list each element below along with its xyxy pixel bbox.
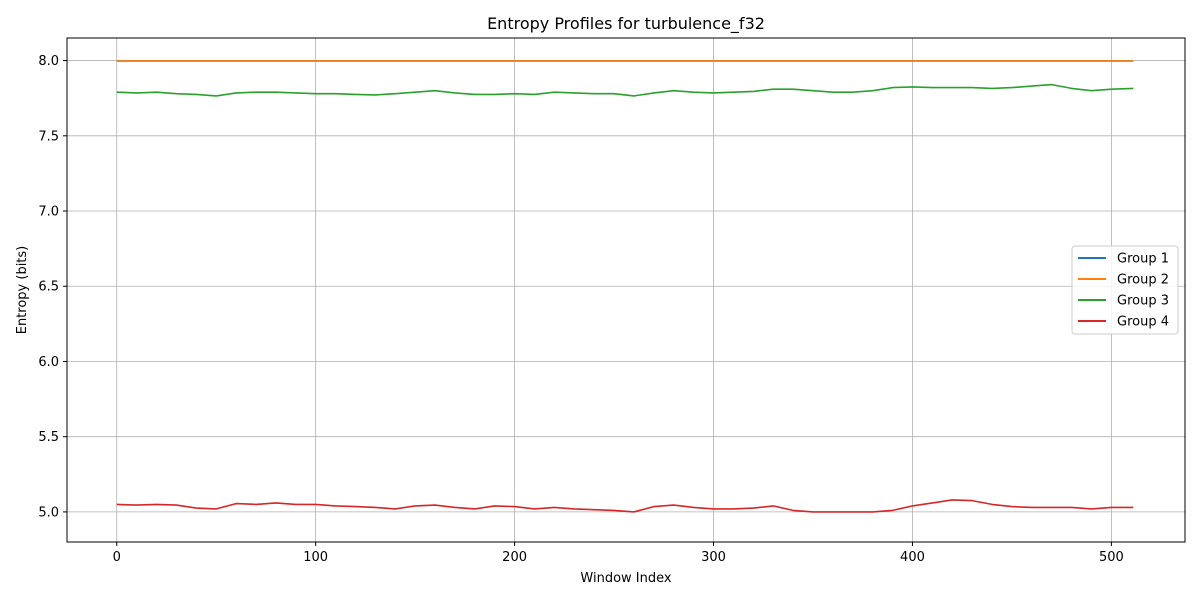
x-tick-label: 400 (900, 550, 925, 565)
x-tick-label: 0 (113, 550, 121, 565)
x-tick-label: 100 (303, 550, 328, 565)
chart-title: Entropy Profiles for turbulence_f32 (487, 14, 765, 34)
plot-frame (66, 37, 1186, 543)
series-line-group-4 (116, 499, 1134, 513)
y-tick-label: 6.5 (38, 280, 59, 295)
x-axis-title: Window Index (580, 571, 671, 586)
y-tick-label: 8.0 (38, 54, 59, 69)
y-tick-label: 6.0 (38, 355, 59, 370)
x-axis-ticks: 0 100 200 300 400 500 (113, 542, 1124, 565)
legend-label-group-3: Group 3 (1117, 294, 1169, 309)
y-tick-label: 5.0 (38, 505, 59, 520)
x-tick-label: 200 (502, 550, 527, 565)
y-tick-label: 5.5 (38, 430, 59, 445)
grid-lines (67, 38, 1185, 542)
legend-label-group-1: Group 1 (1117, 252, 1169, 267)
legend: Group 1 Group 2 Group 3 Group 4 (1071, 245, 1179, 335)
series-line-group-3 (116, 83, 1134, 97)
legend-label-group-2: Group 2 (1117, 273, 1169, 288)
legend-box (1071, 245, 1179, 335)
legend-label-group-4: Group 4 (1117, 315, 1169, 330)
y-axis-title: Entropy (bits) (15, 246, 30, 335)
y-tick-label: 7.5 (38, 129, 59, 144)
x-tick-label: 500 (1099, 550, 1124, 565)
y-axis-ticks: 5.0 5.5 6.0 6.5 7.0 7.5 8.0 (38, 54, 67, 520)
y-tick-label: 7.0 (38, 205, 59, 220)
x-tick-label: 300 (701, 550, 726, 565)
series-lines (116, 60, 1134, 513)
